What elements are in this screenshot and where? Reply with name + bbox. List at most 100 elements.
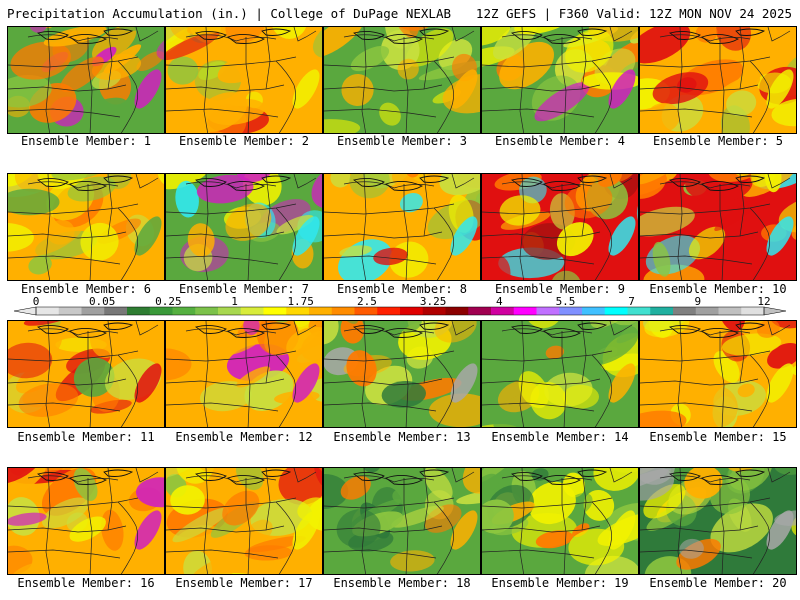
ensemble-map-panel (165, 173, 323, 281)
colorbar-swatch (695, 307, 719, 315)
precip-map (8, 174, 164, 280)
colorbar-swatch (422, 307, 446, 315)
precip-map (640, 27, 796, 133)
ensemble-map-panel (481, 173, 639, 281)
colorbar-swatch (400, 307, 424, 315)
precip-map (324, 27, 480, 133)
ensemble-map-panel (639, 320, 797, 428)
ensemble-map-panel (639, 26, 797, 134)
colorbar-swatch (58, 307, 82, 315)
colorbar-swatch (104, 307, 128, 315)
colorbar-swatch (491, 307, 515, 315)
colorbar-swatch (36, 307, 60, 315)
colorbar-tick-label: 5.5 (556, 295, 576, 308)
colorbar-tick-label: 0.25 (155, 295, 182, 308)
ensemble-member-label: Ensemble Member: 8 (336, 282, 468, 296)
precip-map (482, 468, 638, 574)
precip-map (324, 174, 480, 280)
ensemble-member-label: Ensemble Member: 4 (494, 134, 626, 148)
colorbar-swatch (377, 307, 401, 315)
precip-map (324, 468, 480, 574)
colorbar-swatch (218, 307, 242, 315)
colorbar-swatch (81, 307, 105, 315)
colorbar-swatch (286, 307, 310, 315)
colorbar-swatch (650, 307, 674, 315)
colorbar-swatch (604, 307, 628, 315)
ensemble-member-label: Ensemble Member: 17 (175, 576, 313, 590)
precip-map (640, 468, 796, 574)
ensemble-map-panel (481, 26, 639, 134)
ensemble-member-label: Ensemble Member: 6 (20, 282, 152, 296)
ensemble-member-label: Ensemble Member: 1 (20, 134, 152, 148)
colorbar-tick-label: 9 (694, 295, 701, 308)
header: Precipitation Accumulation (in.) | Colle… (0, 0, 800, 24)
colorbar-swatch (149, 307, 173, 315)
header-run-info: 12Z GEFS | F360 Valid: 12Z MON NOV 24 20… (475, 6, 792, 21)
colorbar-swatch (513, 307, 537, 315)
ensemble-member-label: Ensemble Member: 12 (175, 430, 313, 444)
precip-map (8, 468, 164, 574)
ensemble-member-label: Ensemble Member: 16 (17, 576, 155, 590)
colorbar-tick-label: 3.25 (420, 295, 447, 308)
colorbar-swatch (172, 307, 196, 315)
precip-map (482, 174, 638, 280)
colorbar-tick-label: 4 (496, 295, 503, 308)
ensemble-map-panel (323, 173, 481, 281)
colorbar-svg: 0 0.05 0.25 1 1.75 2.5 3.25 4 5.5 7 9 12 (13, 295, 787, 316)
colorbar-swatch (673, 307, 697, 315)
ensemble-map-panel (639, 467, 797, 575)
colorbar-tick-label: 7 (628, 295, 635, 308)
ensemble-map-panel (481, 467, 639, 575)
colorbar-arrow (763, 306, 787, 316)
ensemble-map-panel (7, 467, 165, 575)
ensemble-member-label: Ensemble Member: 9 (494, 282, 626, 296)
ensemble-map-panel (639, 173, 797, 281)
ensemble-map-panel (481, 320, 639, 428)
colorbar-swatch (240, 307, 264, 315)
header-title: Precipitation Accumulation (in.) | Colle… (7, 6, 452, 21)
colorbar-swatch (309, 307, 333, 315)
colorbar-swatch (536, 307, 560, 315)
colorbar-tick-label: 1 (231, 295, 238, 308)
precip-map (482, 321, 638, 427)
colorbar-swatch (559, 307, 583, 315)
ensemble-map-panel (165, 26, 323, 134)
precip-map (166, 468, 322, 574)
colorbar-tick-label: 0.05 (89, 295, 116, 308)
ensemble-member-label: Ensemble Member: 3 (336, 134, 468, 148)
ensemble-map-panel (7, 320, 165, 428)
ensemble-member-label: Ensemble Member: 10 (649, 282, 787, 296)
colorbar-swatch (263, 307, 287, 315)
colorbar: 0 0.05 0.25 1 1.75 2.5 3.25 4 5.5 7 9 12 (0, 295, 800, 319)
precip-map (8, 27, 164, 133)
colorbar-tick-label: 2.5 (357, 295, 377, 308)
ensemble-map-panel (323, 26, 481, 134)
precip-map (166, 27, 322, 133)
ensemble-member-label: Ensemble Member: 2 (178, 134, 310, 148)
precip-map (640, 174, 796, 280)
ensemble-map-panel (165, 320, 323, 428)
ensemble-map-panel (7, 173, 165, 281)
precip-map (8, 321, 164, 427)
colorbar-swatch (331, 307, 355, 315)
precip-map (324, 321, 480, 427)
precip-map (166, 321, 322, 427)
colorbar-swatch (627, 307, 651, 315)
ensemble-member-label: Ensemble Member: 11 (17, 430, 155, 444)
colorbar-arrow (13, 306, 37, 316)
ensemble-map-panel (165, 467, 323, 575)
ensemble-map-panel (323, 467, 481, 575)
ensemble-member-label: Ensemble Member: 15 (649, 430, 787, 444)
colorbar-swatch (582, 307, 606, 315)
colorbar-swatch (127, 307, 151, 315)
precip-map (482, 27, 638, 133)
ensemble-member-label: Ensemble Member: 19 (491, 576, 629, 590)
colorbar-swatch (195, 307, 219, 315)
colorbar-tick-label: 1.75 (287, 295, 314, 308)
precip-map (640, 321, 796, 427)
colorbar-tick-label: 0 (33, 295, 40, 308)
ensemble-member-label: Ensemble Member: 20 (649, 576, 787, 590)
precip-map (166, 174, 322, 280)
ensemble-member-label: Ensemble Member: 5 (652, 134, 784, 148)
ensemble-map-panel (7, 26, 165, 134)
